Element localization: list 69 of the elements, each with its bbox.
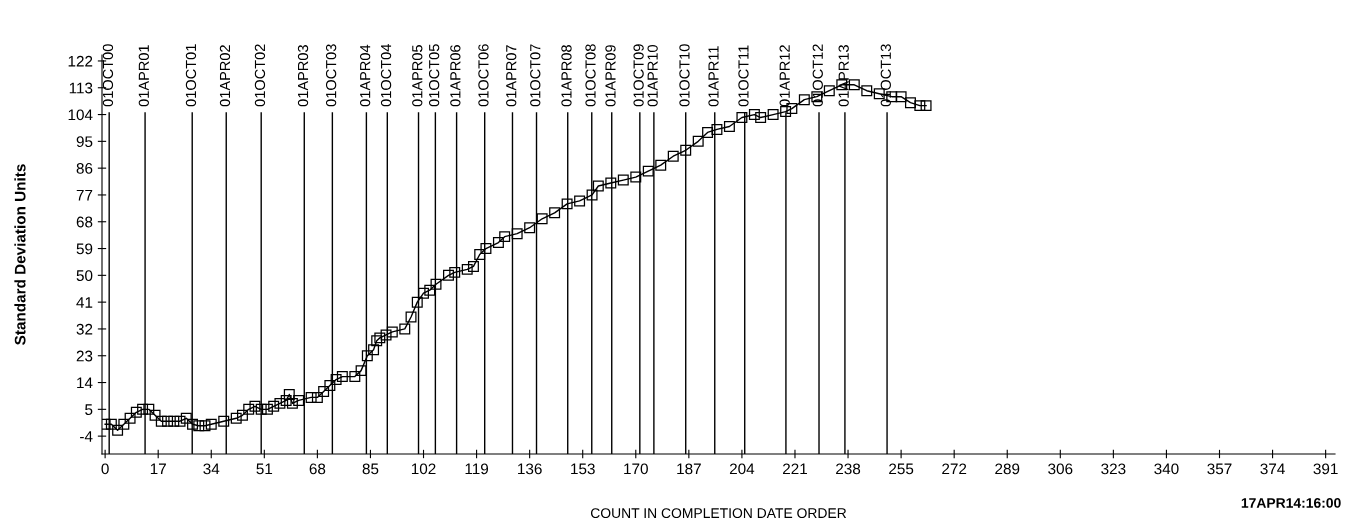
ref-line-label: 01APR04 <box>359 44 371 107</box>
y-tick-label: -4 <box>80 431 93 442</box>
x-tick-label: 289 <box>995 463 1020 475</box>
x-tick-label: 391 <box>1313 463 1338 475</box>
x-tick-label: 204 <box>729 463 755 475</box>
ref-line-label: 01OCT13 <box>880 44 891 107</box>
y-tick-label: 104 <box>68 109 93 121</box>
x-tick-label: 68 <box>309 463 326 475</box>
x-tick-label: 306 <box>1048 463 1073 475</box>
x-tick-label: 374 <box>1260 463 1285 475</box>
x-tick-label: 51 <box>256 463 273 475</box>
x-tick-label: 153 <box>571 463 595 475</box>
ref-line-label: 01OCT12 <box>812 44 823 107</box>
ref-line-label: 01OCT01 <box>185 44 197 107</box>
x-tick-label: 85 <box>362 463 379 475</box>
x-tick-label: 238 <box>836 463 861 475</box>
y-tick-label: 122 <box>68 55 93 67</box>
ref-line-label: 01OCT11 <box>738 45 749 107</box>
x-tick-label: 170 <box>624 463 648 475</box>
y-tick-label: 77 <box>76 189 93 201</box>
y-axis-title: Standard Deviation Units <box>14 164 26 345</box>
y-tick-label: 95 <box>76 136 93 148</box>
ref-line-label: 01OCT06 <box>478 44 489 107</box>
ref-line-label: 01APR01 <box>138 45 149 107</box>
y-tick-label: 23 <box>76 350 93 362</box>
ref-line-label: 01APR10 <box>647 45 658 107</box>
y-tick-label: 5 <box>85 404 93 416</box>
ref-line-label: 01APR03 <box>297 45 309 107</box>
y-tick-label: 41 <box>76 297 93 308</box>
x-tick-label: 340 <box>1154 463 1179 475</box>
ref-line-label: 01APR02 <box>219 45 231 107</box>
ref-line-label: 01APR08 <box>561 45 572 107</box>
x-tick-label: 323 <box>1101 463 1126 475</box>
x-tick-label: 136 <box>518 463 542 475</box>
ref-line-label: 01OCT05 <box>428 44 440 107</box>
x-tick-label: 272 <box>942 463 967 475</box>
ref-line-label: 01APR12 <box>779 45 790 107</box>
ref-line-label: 01APR05 <box>412 45 423 107</box>
x-axis-title: COUNT IN COMPLETION DATE ORDER <box>590 508 847 519</box>
ref-line-label: 01OCT08 <box>585 44 596 107</box>
x-tick-label: 34 <box>203 463 220 475</box>
ref-line-label: 01APR11 <box>708 46 719 107</box>
y-tick-label: 59 <box>76 243 93 255</box>
ref-line-label: 01APR06 <box>450 45 461 107</box>
x-tick-label: 221 <box>783 463 807 475</box>
y-tick-label: 113 <box>69 82 93 94</box>
x-tick-label: 119 <box>465 463 489 475</box>
x-tick-label: 255 <box>889 463 914 475</box>
x-tick-label: 102 <box>411 463 436 475</box>
text: 17APR14:16:00 <box>1241 498 1341 508</box>
ref-line-label: 01APR09 <box>605 45 616 107</box>
x-tick-label: 17 <box>150 463 166 475</box>
y-tick-label: 32 <box>76 323 93 335</box>
y-tick-label: 50 <box>76 270 93 282</box>
x-tick-label: 0 <box>101 463 109 475</box>
ref-line-label: 01OCT03 <box>325 44 337 107</box>
ref-line-label: 01OCT04 <box>380 44 392 107</box>
ref-line-label: 01APR07 <box>506 45 517 107</box>
ref-line-label: 01OCT07 <box>530 44 541 107</box>
y-tick-label: 68 <box>76 216 93 228</box>
ref-line-label: 01OCT09 <box>633 44 644 107</box>
ref-line-label: 01OCT02 <box>254 44 266 107</box>
x-tick-label: 357 <box>1207 463 1232 475</box>
y-tick-label: 14 <box>77 377 93 389</box>
x-tick-label: 187 <box>677 463 701 475</box>
ref-line-label: 01OCT00 <box>102 44 114 107</box>
ref-line-label: 01APR13 <box>838 45 849 107</box>
y-tick-label: 86 <box>76 163 93 174</box>
ref-line-label: 01OCT10 <box>679 44 690 107</box>
